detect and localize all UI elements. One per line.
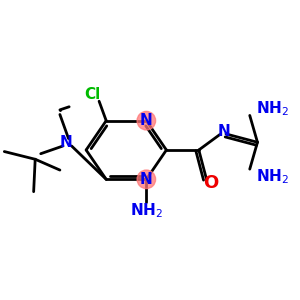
Text: N: N: [140, 113, 153, 128]
Text: NH$_2$: NH$_2$: [256, 167, 289, 186]
Text: NH$_2$: NH$_2$: [130, 201, 163, 220]
Text: O: O: [203, 174, 219, 192]
Circle shape: [137, 111, 156, 130]
Text: N: N: [60, 135, 72, 150]
Text: N: N: [140, 172, 153, 187]
Text: Cl: Cl: [84, 87, 101, 102]
Circle shape: [137, 170, 156, 189]
Text: N: N: [217, 124, 230, 139]
Text: NH$_2$: NH$_2$: [256, 99, 289, 118]
